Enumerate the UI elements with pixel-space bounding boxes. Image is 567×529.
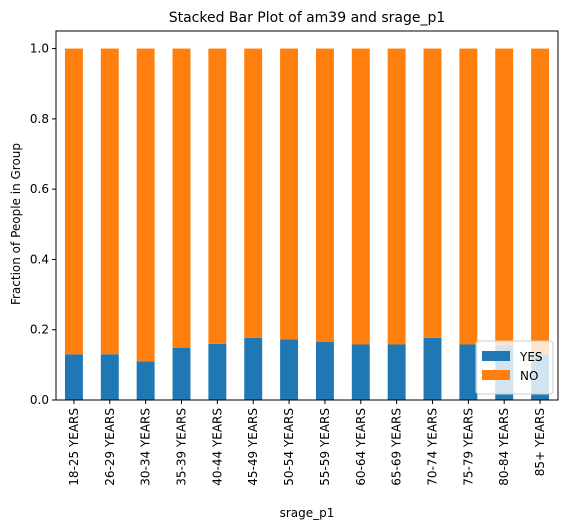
bar-no-10 <box>423 48 442 338</box>
bar-no-7 <box>315 48 334 343</box>
x-axis-label: srage_p1 <box>280 506 335 520</box>
plot-frame <box>55 30 559 401</box>
bar-yes-0 <box>64 354 83 400</box>
x-tick-label: 35-39 YEARS <box>175 408 189 486</box>
bar-no-9 <box>387 48 406 345</box>
bar-no-1 <box>100 48 119 355</box>
bar-no-11 <box>459 48 478 345</box>
legend-swatch-no <box>482 370 510 380</box>
bar-yes-6 <box>280 339 299 400</box>
x-axis: 18-25 YEARS 26-29 YEARS 30-34 YEARS 35-39 Y… <box>67 400 547 486</box>
x-tick-label: 60-64 YEARS <box>354 408 368 486</box>
x-tick-label: 70-74 YEARS <box>426 408 440 486</box>
legend: YES NO <box>475 340 554 395</box>
bar-yes-4 <box>208 343 227 400</box>
y-tick-label: 1.0 <box>30 42 49 56</box>
bar-no-2 <box>136 48 155 362</box>
legend-swatch-yes <box>482 351 510 361</box>
y-tick-label: 0.0 <box>30 393 49 407</box>
x-tick-label: 80-84 YEARS <box>497 408 511 486</box>
bar-yes-7 <box>315 342 334 400</box>
bars-group <box>64 48 550 400</box>
bar-yes-10 <box>423 337 442 400</box>
bar-no-3 <box>172 48 191 348</box>
y-tick-label: 0.6 <box>30 182 49 196</box>
x-tick-label: 65-69 YEARS <box>390 408 404 486</box>
bar-yes-2 <box>136 361 155 400</box>
x-tick-label: 50-54 YEARS <box>282 408 296 486</box>
x-tick-label: 85+ YEARS <box>533 408 547 476</box>
x-tick-label: 45-49 YEARS <box>246 408 260 486</box>
x-tick-label: 30-34 YEARS <box>139 408 153 486</box>
bar-no-6 <box>280 48 299 340</box>
x-tick-label: 26-29 YEARS <box>103 408 117 486</box>
bar-yes-5 <box>244 337 263 400</box>
bar-yes-3 <box>172 347 191 400</box>
bar-no-13 <box>531 48 550 355</box>
bar-yes-1 <box>100 354 119 400</box>
y-tick-label: 0.4 <box>30 252 49 266</box>
x-tick-label: 75-79 YEARS <box>461 408 475 486</box>
legend-box <box>475 340 554 395</box>
legend-label-yes: YES <box>519 350 543 364</box>
x-tick-label: 40-44 YEARS <box>210 408 224 486</box>
bar-yes-8 <box>351 344 370 400</box>
bar-yes-9 <box>387 344 406 400</box>
bar-no-8 <box>351 48 370 345</box>
bar-no-12 <box>495 48 514 346</box>
y-tick-label: 0.2 <box>30 323 49 337</box>
bar-no-4 <box>208 48 227 344</box>
y-axis-label: Fraction of People in Group <box>9 143 23 305</box>
x-tick-label: 18-25 YEARS <box>67 408 81 486</box>
x-tick-label: 55-59 YEARS <box>318 408 332 486</box>
y-tick-label: 0.8 <box>30 112 49 126</box>
bar-no-5 <box>244 48 263 338</box>
bar-no-0 <box>64 48 83 355</box>
y-axis: 0.0 0.2 0.4 0.6 0.8 1.0 <box>30 42 56 407</box>
bar-yes-11 <box>459 344 478 400</box>
legend-label-no: NO <box>520 369 538 383</box>
chart-title: Stacked Bar Plot of am39 and srage_p1 <box>169 10 446 26</box>
